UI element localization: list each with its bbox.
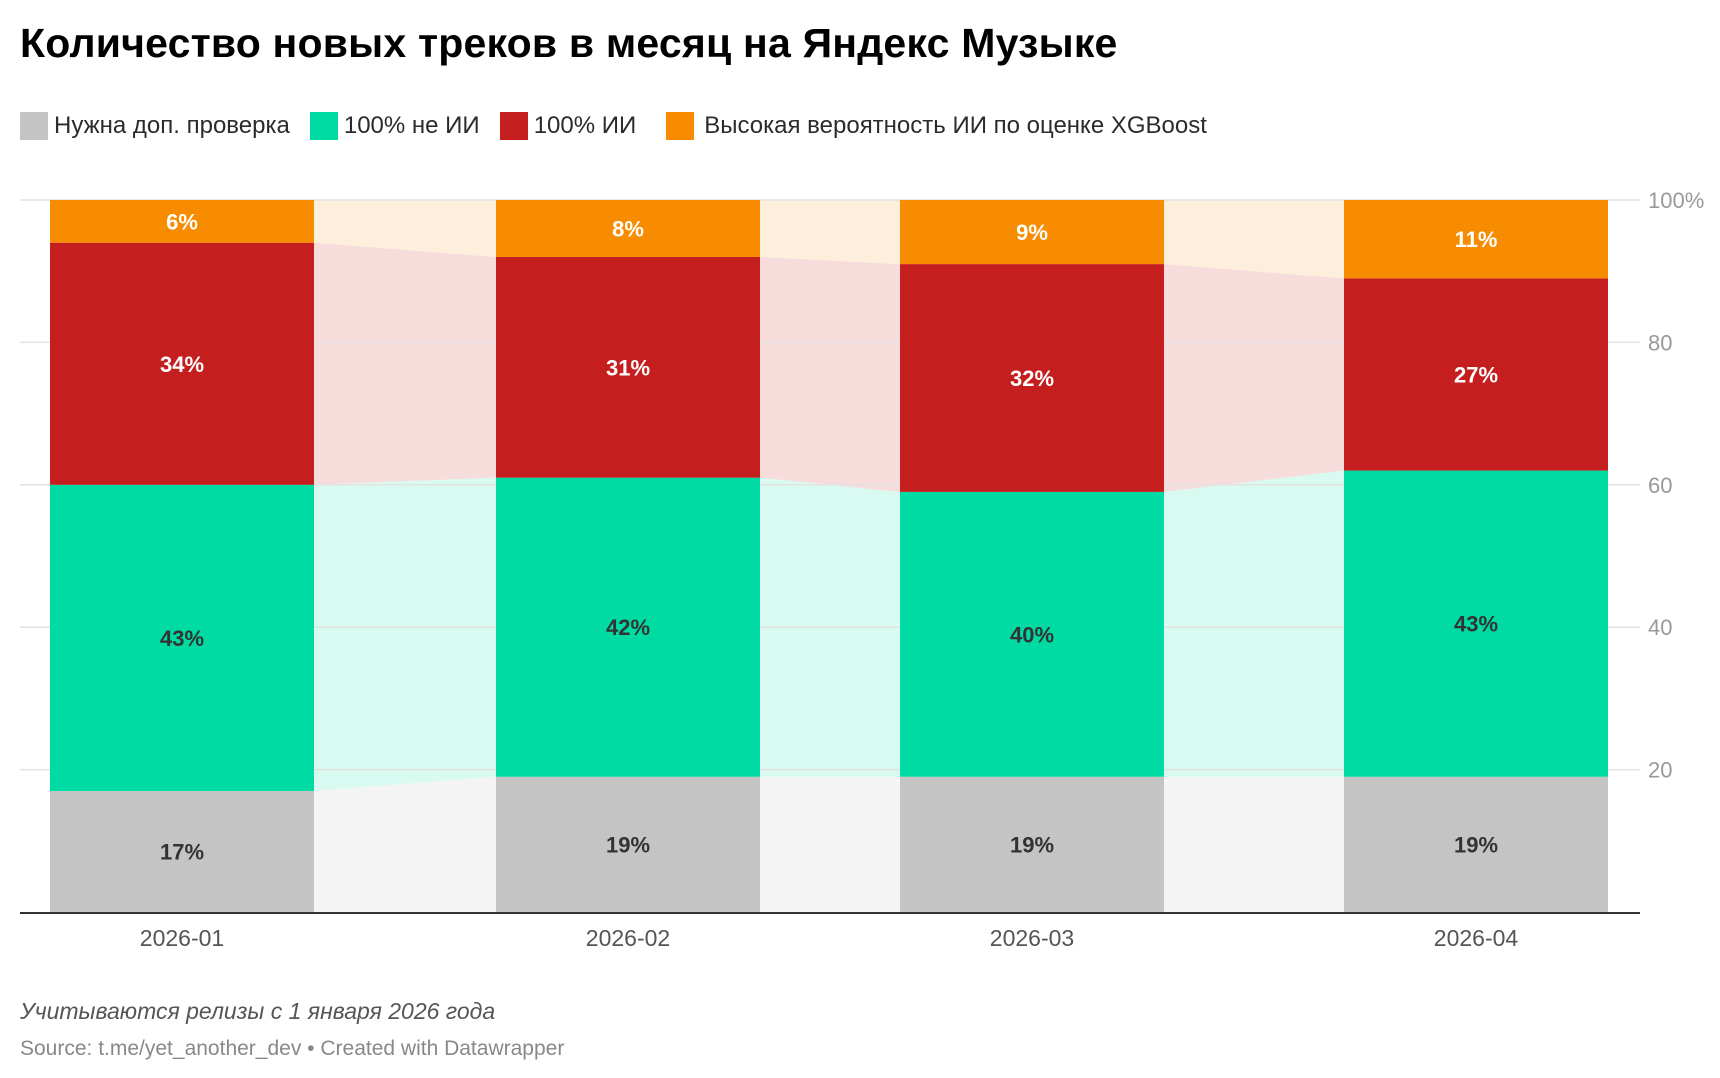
data-label: 19%	[1454, 832, 1498, 857]
connector-band	[760, 256, 900, 492]
chart-source: Source: t.me/yet_another_dev • Created w…	[20, 1037, 565, 1060]
data-label: 27%	[1454, 362, 1498, 387]
legend-label: 100% не ИИ	[343, 112, 480, 139]
connector-band	[1164, 776, 1344, 912]
bar-segment	[50, 484, 314, 791]
chart-notes: Учитываются релизы с 1 января 2026 года	[20, 998, 496, 1024]
connector-band	[1164, 470, 1344, 777]
bar-segment	[1344, 776, 1608, 912]
data-label: 11%	[1455, 227, 1498, 252]
legend-label: 100% ИИ	[533, 112, 637, 139]
y-tick-label: 60	[1648, 473, 1672, 498]
bar-segment	[900, 264, 1164, 492]
data-label: 17%	[160, 839, 204, 864]
bar-segment	[496, 776, 760, 912]
data-label: 31%	[606, 355, 650, 380]
x-tick-label: 2026-03	[990, 925, 1074, 951]
data-label: 40%	[1010, 622, 1054, 647]
data-label: 19%	[606, 832, 650, 857]
bar-segment	[496, 256, 760, 478]
bar-segment	[1344, 470, 1608, 777]
chart-title: Количество новых треков в месяц на Яндек…	[20, 20, 1118, 66]
bar-segment	[1344, 278, 1608, 471]
legend: Нужна доп. проверка 100% не ИИ 100% ИИ В…	[20, 112, 1227, 140]
bar-segment	[50, 242, 314, 485]
legend-swatch	[20, 112, 48, 140]
legend-swatch	[666, 112, 695, 140]
x-tick-label: 2026-04	[1434, 925, 1519, 951]
bar-segment	[50, 200, 314, 243]
legend-swatch	[499, 112, 528, 140]
data-label: 32%	[1010, 366, 1054, 391]
legend-label: Нужна доп. проверка	[54, 112, 290, 139]
connector-band	[314, 200, 496, 257]
legend-label: Высокая вероятность ИИ по оценке XGBoost	[704, 112, 1207, 139]
y-tick-label: 100%	[1648, 188, 1704, 213]
connector-band	[1164, 264, 1344, 492]
data-label: 43%	[160, 626, 204, 651]
legend-item-xgboost: Высокая вероятность ИИ по оценке XGBoost	[666, 112, 1207, 140]
data-label: 42%	[606, 615, 650, 640]
bar-segment	[900, 491, 1164, 777]
connector-band	[760, 776, 900, 912]
stacked-bar-chart: 20 40 60 80 100% 17% 43% 34% 6% 2026-01 19% 42% 31% 8…	[20, 188, 1704, 951]
data-label: 34%	[160, 352, 204, 377]
bar-segment	[496, 200, 760, 257]
y-tick-label: 80	[1648, 330, 1672, 355]
connector-band	[314, 477, 496, 791]
x-tick-label: 2026-02	[586, 925, 670, 951]
bar-segment	[50, 790, 314, 912]
connector-band	[760, 200, 900, 265]
bar-segment	[900, 200, 1164, 265]
bar-segment	[1344, 200, 1608, 279]
data-label: 9%	[1016, 220, 1048, 245]
x-tick-label: 2026-01	[140, 925, 224, 951]
bar-segment	[496, 477, 760, 777]
legend-swatch	[309, 112, 338, 140]
legend-item-needs-check: Нужна доп. проверка	[20, 112, 290, 140]
y-tick-label: 20	[1648, 758, 1672, 783]
data-label: 43%	[1454, 612, 1498, 637]
data-label: 19%	[1010, 832, 1054, 857]
legend-item-not-ai: 100% не ИИ	[309, 112, 480, 140]
connector-band	[314, 242, 496, 485]
y-tick-label: 40	[1648, 615, 1672, 640]
data-label: 6%	[166, 209, 198, 234]
connector-band	[1164, 200, 1344, 279]
legend-item-ai: 100% ИИ	[499, 112, 637, 140]
bar-segment	[900, 776, 1164, 912]
data-label: 8%	[612, 216, 644, 241]
connector-band	[314, 776, 496, 912]
